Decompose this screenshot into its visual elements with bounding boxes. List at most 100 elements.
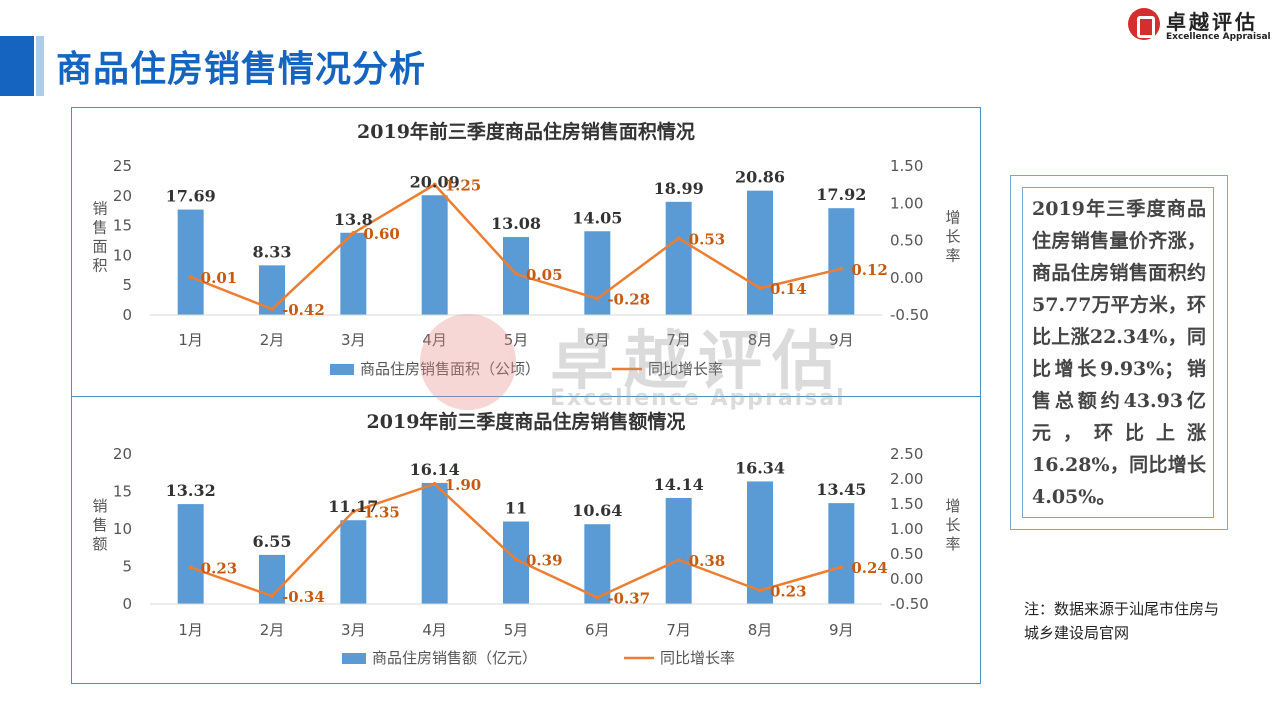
y-tick-label: 15 — [113, 483, 132, 501]
bar-data-label: 17.69 — [166, 187, 216, 206]
x-tick-label: 6月 — [585, 331, 610, 349]
growth-point — [595, 296, 600, 301]
growth-point — [839, 565, 844, 569]
growth-point — [839, 266, 844, 271]
bar — [665, 201, 692, 315]
bar — [340, 520, 367, 604]
chart-frame — [71, 107, 981, 684]
logo-text-cn: 卓越评估 — [1166, 10, 1258, 34]
title-accent-bar — [0, 36, 34, 96]
bar — [747, 190, 773, 315]
bar — [177, 209, 204, 315]
y2-axis-label: 增长率 — [945, 209, 960, 265]
bar — [828, 208, 855, 315]
line-data-label: 0.01 — [201, 269, 238, 287]
bar-data-label: 10.64 — [572, 501, 622, 520]
bar — [665, 497, 692, 604]
line-data-label: 0.53 — [689, 230, 726, 248]
y2-tick-label: 1.00 — [890, 520, 923, 538]
growth-point — [758, 588, 762, 593]
legend-bar-swatch — [330, 364, 354, 375]
x-tick-label: 9月 — [829, 331, 854, 349]
line-data-label: 0.39 — [526, 552, 563, 570]
summary-box-inner — [1022, 187, 1214, 518]
logo-mark-icon — [1128, 8, 1160, 40]
line-data-label: -0.42 — [282, 301, 325, 319]
bar-data-label: 13.08 — [491, 214, 541, 233]
line-data-label: 1.90 — [445, 476, 482, 494]
y-axis-label: 销售额 — [92, 497, 107, 553]
bar-data-label: 18.99 — [654, 179, 704, 198]
x-tick-label: 4月 — [422, 331, 447, 349]
growth-point — [188, 565, 193, 570]
y-tick-label: 25 — [113, 157, 132, 175]
line-data-label: 0.60 — [363, 225, 400, 243]
summary-box-outer — [1010, 175, 1228, 530]
bar-data-label: 6.55 — [253, 532, 292, 551]
y2-tick-label: -0.50 — [890, 595, 929, 613]
chart-divider — [71, 396, 981, 397]
x-tick-label: 6月 — [585, 621, 610, 639]
growth-point — [758, 286, 762, 291]
line-data-label: -0.34 — [282, 588, 325, 606]
line-data-label: 0.23 — [201, 560, 238, 578]
line-data-label: -0.37 — [607, 590, 650, 608]
y-tick-label: 15 — [113, 217, 132, 235]
bar — [340, 232, 367, 315]
bar — [421, 195, 448, 315]
x-tick-label: 5月 — [504, 331, 529, 349]
charts-canvas: 2019年前三季度商品住房销售面积情况0510152025-0.500.000.… — [92, 120, 960, 667]
x-tick-label: 9月 — [829, 621, 854, 639]
bar-data-label: 17.92 — [816, 185, 866, 204]
bar-data-label: 14.05 — [572, 208, 622, 227]
growth-point — [351, 509, 356, 514]
y2-tick-label: 0.50 — [890, 232, 923, 250]
x-tick-label: 2月 — [260, 331, 285, 349]
line-data-label: 1.25 — [445, 177, 482, 195]
growth-point — [432, 182, 437, 187]
bar — [828, 503, 855, 604]
page-title: 商品住房销售情况分析 — [56, 49, 427, 90]
bar — [177, 504, 204, 604]
x-tick-label: 8月 — [748, 331, 773, 349]
bar-data-label: 13.32 — [166, 481, 216, 500]
y2-tick-label: 0.00 — [890, 570, 923, 588]
y2-tick-label: -0.50 — [890, 306, 929, 324]
x-tick-label: 3月 — [341, 621, 366, 639]
y-tick-label: 20 — [113, 445, 132, 463]
legend-line-label: 同比增长率 — [648, 360, 723, 378]
growth-point — [432, 482, 437, 486]
y2-tick-label: 2.00 — [890, 470, 923, 488]
line-data-label: 0.05 — [526, 266, 563, 284]
chart-title: 2019年前三季度商品住房销售面积情况 — [357, 120, 695, 143]
y-tick-label: 20 — [113, 187, 132, 205]
line-data-label: 0.24 — [851, 559, 888, 577]
legend-bar-swatch — [342, 653, 366, 664]
line-data-label: 0.23 — [770, 583, 807, 601]
chart-title: 2019年前三季度商品住房销售额情况 — [367, 410, 686, 433]
growth-point — [188, 275, 193, 280]
bar-data-label: 20.86 — [735, 168, 785, 187]
bar-data-label: 13.8 — [334, 210, 373, 229]
growth-point — [514, 557, 518, 562]
title-accent-bar-light — [36, 36, 44, 96]
x-tick-label: 5月 — [504, 621, 529, 639]
legend-line-label: 同比增长率 — [660, 649, 735, 667]
bar-data-label: 11.17 — [328, 497, 378, 516]
y-tick-label: 10 — [113, 520, 132, 538]
growth-point — [595, 595, 600, 600]
growth-point — [676, 236, 681, 241]
summary-text: 2019年三季度商品住房销售量价齐涨，商品住房销售面积约57.77万平方米，环比… — [1032, 198, 1206, 508]
bar-data-label: 11 — [505, 499, 527, 518]
source-note: 注：数据来源于汕尾市住房与城乡建设局官网 — [1024, 600, 1220, 642]
x-tick-label: 8月 — [748, 621, 773, 639]
bar-data-label: 20.09 — [410, 172, 460, 191]
legend-bar-label: 商品住房销售额（亿元） — [372, 649, 537, 667]
growth-point — [270, 307, 274, 312]
bar-data-label: 13.45 — [816, 480, 866, 499]
x-tick-label: 1月 — [178, 621, 203, 639]
x-tick-label: 1月 — [178, 331, 203, 349]
line-data-label: 0.12 — [851, 261, 888, 279]
x-tick-label: 3月 — [341, 331, 366, 349]
bar-data-label: 8.33 — [253, 242, 292, 261]
